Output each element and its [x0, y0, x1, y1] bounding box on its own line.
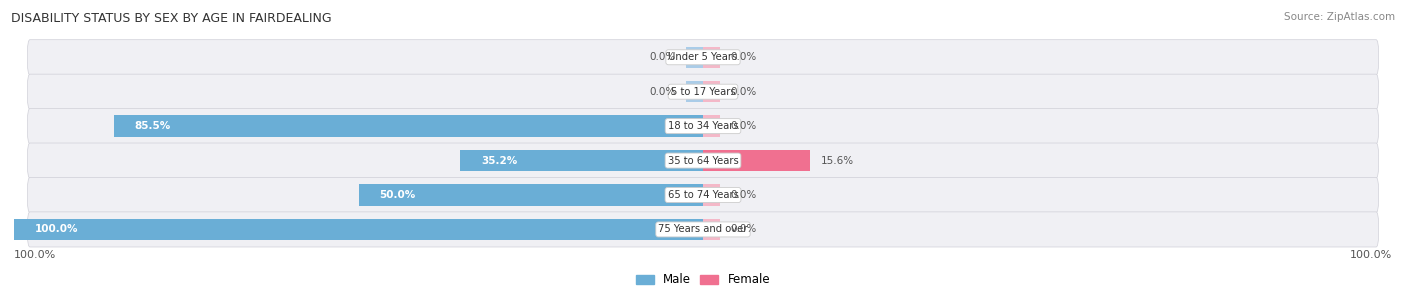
Bar — [14, 219, 703, 240]
Text: 5 to 17 Years: 5 to 17 Years — [671, 87, 735, 97]
Text: 15.6%: 15.6% — [821, 156, 853, 166]
Legend: Male, Female: Male, Female — [631, 269, 775, 291]
Bar — [703, 150, 810, 171]
Text: 18 to 34 Years: 18 to 34 Years — [668, 121, 738, 131]
FancyBboxPatch shape — [28, 109, 1378, 144]
Text: 50.0%: 50.0% — [380, 190, 415, 200]
Bar — [703, 116, 720, 137]
Text: 100.0%: 100.0% — [1350, 250, 1392, 260]
Text: Under 5 Years: Under 5 Years — [668, 52, 738, 62]
Bar — [686, 81, 703, 102]
FancyBboxPatch shape — [28, 212, 1378, 247]
Text: 0.0%: 0.0% — [731, 87, 756, 97]
FancyBboxPatch shape — [28, 74, 1378, 109]
Text: 100.0%: 100.0% — [14, 250, 56, 260]
Bar — [686, 47, 703, 68]
FancyBboxPatch shape — [28, 40, 1378, 75]
Text: 0.0%: 0.0% — [731, 52, 756, 62]
Bar — [114, 116, 703, 137]
Bar — [703, 219, 720, 240]
Bar — [359, 184, 703, 206]
Text: 35.2%: 35.2% — [481, 156, 517, 166]
Text: DISABILITY STATUS BY SEX BY AGE IN FAIRDEALING: DISABILITY STATUS BY SEX BY AGE IN FAIRD… — [11, 12, 332, 25]
Bar — [461, 150, 703, 171]
Text: 0.0%: 0.0% — [650, 87, 675, 97]
Bar — [703, 184, 720, 206]
Text: 85.5%: 85.5% — [135, 121, 172, 131]
Text: 35 to 64 Years: 35 to 64 Years — [668, 156, 738, 166]
Text: 100.0%: 100.0% — [35, 224, 79, 235]
Bar — [703, 47, 720, 68]
FancyBboxPatch shape — [28, 143, 1378, 178]
Text: 0.0%: 0.0% — [731, 190, 756, 200]
Text: 0.0%: 0.0% — [731, 121, 756, 131]
Text: 0.0%: 0.0% — [731, 224, 756, 235]
Text: 75 Years and over: 75 Years and over — [658, 224, 748, 235]
FancyBboxPatch shape — [28, 178, 1378, 213]
Text: Source: ZipAtlas.com: Source: ZipAtlas.com — [1284, 12, 1395, 22]
Text: 65 to 74 Years: 65 to 74 Years — [668, 190, 738, 200]
Bar — [703, 81, 720, 102]
Text: 0.0%: 0.0% — [650, 52, 675, 62]
